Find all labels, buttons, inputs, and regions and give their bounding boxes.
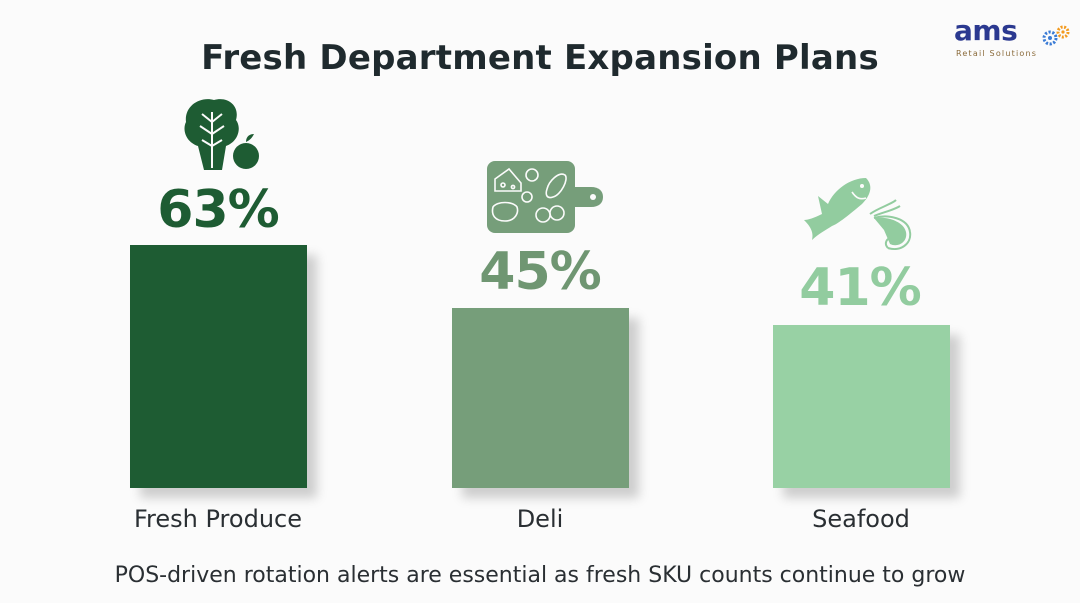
category-label-fresh-produce: Fresh Produce: [134, 505, 302, 533]
produce-icon: [184, 99, 259, 170]
bar-deli: [452, 308, 629, 488]
ams-logo: ams Retail Solutions: [952, 14, 1072, 62]
seafood-icon: [804, 178, 912, 250]
logo-tagline: Retail Solutions: [956, 49, 1038, 58]
chart-title: Fresh Department Expansion Plans: [201, 38, 879, 78]
category-label-deli: Deli: [516, 505, 564, 533]
bar-fresh-produce: [130, 245, 307, 488]
value-label-seafood: 41%: [799, 258, 921, 318]
category-label-seafood: Seafood: [812, 505, 910, 533]
gears-icon: [1042, 25, 1070, 46]
value-label-deli: 45%: [479, 242, 601, 302]
value-label-fresh-produce: 63%: [157, 180, 279, 240]
footnote-caption: POS-driven rotation alerts are essential…: [114, 563, 966, 588]
deli-board-icon: [487, 161, 603, 233]
logo-wordmark: ams: [954, 14, 1018, 47]
bar-seafood: [773, 325, 950, 488]
